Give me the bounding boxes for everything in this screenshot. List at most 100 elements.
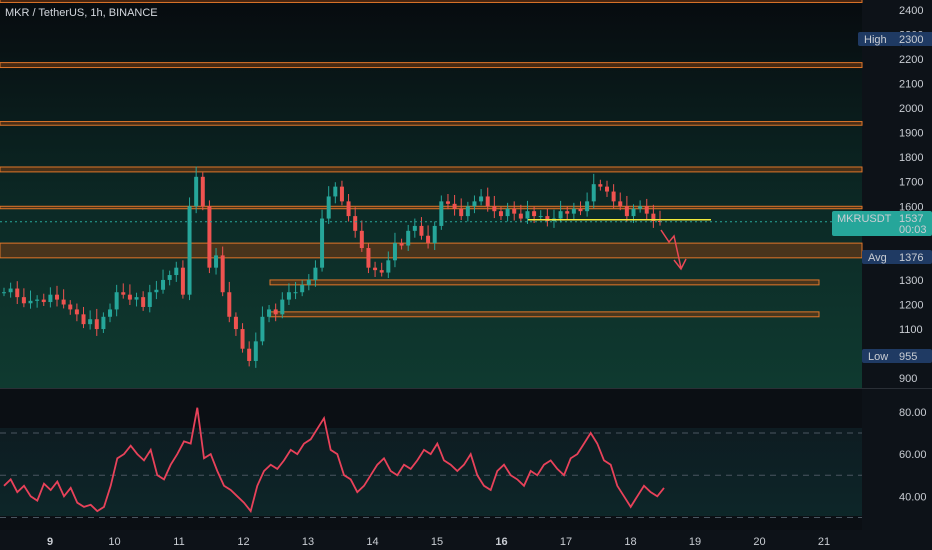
candle-countdown: 00:03 [899, 224, 927, 236]
candle-body [2, 292, 6, 294]
candle-body [624, 206, 629, 217]
candle-body [459, 208, 464, 217]
candle-body [399, 243, 404, 246]
price-tick-label: 1800 [899, 152, 923, 164]
resistance-zone [269, 311, 820, 318]
resistance-zone [0, 166, 863, 173]
candle-body [538, 216, 543, 218]
candle-body [180, 267, 185, 295]
symbol-price-tag: MKRUSDT 1537 00:03 [832, 211, 932, 236]
symbol-tag-label: MKRUSDT [837, 213, 892, 225]
candle-body [392, 243, 397, 261]
time-tick-label: 17 [560, 536, 572, 548]
candle-body [306, 279, 311, 285]
candle-body [200, 176, 205, 207]
candle-body [432, 225, 437, 244]
candle-body [412, 225, 417, 231]
high-tag-value: 2300 [899, 34, 923, 46]
time-axis-panel [0, 530, 932, 550]
candle-body [386, 260, 391, 273]
resistance-zone [0, 0, 863, 3]
price-pane-background [0, 0, 862, 388]
candle-body [644, 206, 649, 214]
candle-body [492, 206, 497, 212]
candle-body [373, 267, 378, 271]
rsi-tick-label: 60.00 [899, 449, 927, 461]
candle-body [379, 270, 384, 273]
candle-body [320, 218, 325, 268]
time-tick-label: 12 [237, 536, 249, 548]
candle-body [161, 279, 166, 290]
avg-tag-label: Avg [868, 252, 887, 264]
price-tick-label: 2200 [899, 54, 923, 66]
candle-body [419, 225, 424, 236]
price-tick-label: 900 [899, 373, 917, 385]
candle-body [260, 316, 265, 342]
candle-body [227, 292, 232, 317]
candle-body [214, 255, 219, 268]
candle-body [512, 208, 517, 214]
candle-body [611, 191, 616, 202]
time-tick-label: 14 [366, 536, 378, 548]
candle-body [591, 184, 596, 202]
rsi-tick-label: 80.00 [899, 407, 927, 419]
time-tick-label: 11 [173, 536, 184, 548]
candle-body [452, 203, 457, 209]
candle-body [565, 211, 570, 214]
price-tick-label: 2400 [899, 5, 923, 17]
resistance-zone [0, 62, 863, 69]
candle-body [174, 267, 179, 276]
candle-body [207, 206, 212, 268]
time-tick-label: 16 [495, 536, 507, 548]
price-tick-label: 2000 [899, 103, 923, 115]
candle-body [472, 201, 477, 207]
candle-body [267, 309, 272, 317]
candle-body [233, 316, 238, 330]
candle-body [465, 206, 470, 217]
rsi-tick-label: 40.00 [899, 491, 927, 503]
price-tick-label: 1700 [899, 177, 923, 189]
candle-body [154, 289, 159, 293]
candle-body [525, 211, 530, 219]
candle-body [505, 208, 510, 217]
candle-body [346, 201, 351, 217]
resistance-zone [269, 279, 820, 286]
candle-body [8, 288, 13, 293]
candle-body [578, 208, 583, 212]
candle-body [21, 297, 26, 304]
candle-body [101, 316, 106, 330]
time-tick-label: 18 [624, 536, 636, 548]
candle-body [445, 201, 450, 204]
candle-body [571, 208, 576, 214]
candle-body [74, 309, 79, 315]
candle-body [545, 216, 550, 222]
candle-body [247, 348, 252, 361]
price-tick-label: 1900 [899, 128, 923, 140]
candle-body [558, 211, 563, 219]
candle-body [406, 230, 411, 246]
candle-body [518, 213, 523, 219]
candle-body [366, 248, 371, 268]
candle-body [651, 213, 656, 222]
candle-body [127, 294, 132, 300]
price-tick-label: 1300 [899, 275, 923, 287]
candle-body [273, 309, 278, 315]
candle-body [498, 211, 503, 217]
candle-body [187, 206, 192, 295]
resistance-zone [0, 205, 863, 210]
candle-body [114, 292, 119, 310]
candle-body [426, 235, 431, 244]
candle-body [353, 216, 358, 231]
candle-body [293, 292, 298, 294]
low-tag-label: Low [868, 351, 888, 363]
projection-arrow [660, 229, 687, 271]
candle-body [631, 208, 636, 217]
symbol-tag-value: 1537 [899, 213, 923, 225]
candle-body [359, 230, 364, 249]
price-axis-panel [862, 0, 932, 530]
candle-body [618, 201, 623, 207]
candle-body [28, 300, 33, 304]
candle-body [485, 196, 490, 207]
